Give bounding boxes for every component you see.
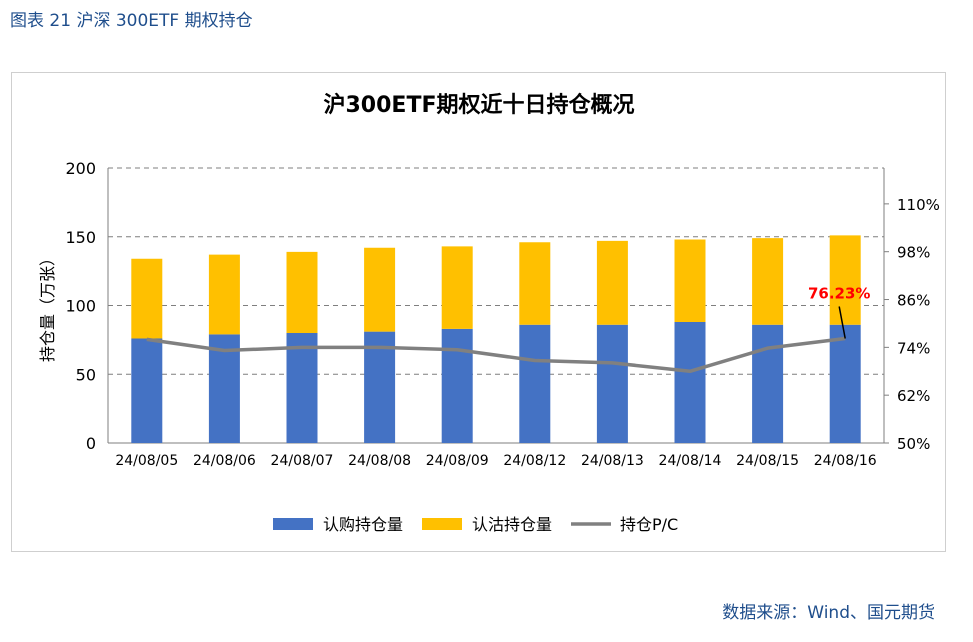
- y-tick-label: 50: [76, 365, 96, 384]
- bar-put: [596, 240, 628, 325]
- bar-series: [131, 235, 861, 443]
- chart-frame: [11, 72, 946, 552]
- bar-call: [829, 324, 861, 443]
- pc-annotation: 76.23%: [808, 284, 870, 339]
- x-tick-label: 24/08/09: [426, 453, 489, 469]
- bar-put: [519, 242, 551, 325]
- x-tick-label: 24/08/15: [736, 453, 799, 469]
- y2-tick-label: 74%: [897, 339, 930, 357]
- x-tick-label: 24/08/14: [659, 453, 722, 469]
- bar-call: [519, 324, 551, 443]
- y-axis-label: 持仓量（万张）: [38, 250, 57, 362]
- legend-swatch-put: [422, 518, 462, 530]
- pc-line-series: [146, 336, 846, 374]
- x-tick-label: 24/08/08: [348, 453, 411, 469]
- bar-put: [674, 239, 706, 322]
- legend-label-pc: 持仓P/C: [620, 515, 678, 534]
- bar-call: [286, 333, 318, 443]
- legend-swatch-call: [273, 518, 313, 530]
- bar-call: [364, 331, 396, 443]
- bar-call: [441, 328, 473, 443]
- bar-put: [441, 246, 473, 329]
- bar-put: [208, 254, 240, 335]
- y2-tick-label: 98%: [897, 244, 930, 262]
- bar-call: [208, 334, 240, 443]
- bar-call: [674, 322, 706, 443]
- chart-legend: 认购持仓量 认沽持仓量 持仓P/C: [273, 515, 678, 534]
- y2-tick-label: 110%: [897, 196, 940, 214]
- x-tick-label: 24/08/05: [115, 453, 178, 469]
- y2-tick-label: 50%: [897, 435, 930, 453]
- bar-put: [286, 251, 318, 333]
- y2-tick-label: 86%: [897, 292, 930, 310]
- bar-put: [829, 235, 861, 325]
- bar-put: [752, 238, 784, 325]
- chart-title: 沪300ETF期权近十日持仓概况: [324, 92, 635, 118]
- bar-call: [131, 338, 163, 443]
- annotation-label: 76.23%: [808, 284, 870, 302]
- x-tick-label: 24/08/12: [503, 453, 566, 469]
- legend-label-put: 认沽持仓量: [472, 515, 552, 534]
- y-tick-label: 100: [65, 297, 96, 316]
- y-tick-label: 200: [65, 159, 96, 178]
- bar-call: [596, 324, 628, 443]
- x-tick-label: 24/08/06: [193, 453, 256, 469]
- annotation-leader: [838, 306, 846, 339]
- legend-label-call: 认购持仓量: [323, 515, 403, 534]
- pc-line: [146, 336, 846, 374]
- left-axis-ticks: 0 50 100 150 200: [65, 159, 96, 453]
- figure-caption: 图表 21 沪深 300ETF 期权持仓: [10, 11, 253, 31]
- x-tick-label: 24/08/07: [271, 453, 334, 469]
- bar-put: [131, 258, 163, 339]
- y2-tick-label: 62%: [897, 387, 930, 405]
- y-tick-label: 150: [65, 228, 96, 247]
- y-tick-label: 0: [86, 434, 96, 453]
- x-tick-label: 24/08/16: [814, 453, 877, 469]
- source-note: 数据来源：Wind、国元期货: [722, 603, 935, 623]
- x-axis-ticks: 24/08/05 24/08/06 24/08/07 24/08/08 24/08/09…: [115, 453, 876, 469]
- bar-put: [364, 247, 396, 332]
- x-tick-label: 24/08/13: [581, 453, 644, 469]
- right-axis-ticks: 50% 62% 74% 86% 98% 110%: [884, 196, 940, 453]
- bar-call: [752, 324, 784, 443]
